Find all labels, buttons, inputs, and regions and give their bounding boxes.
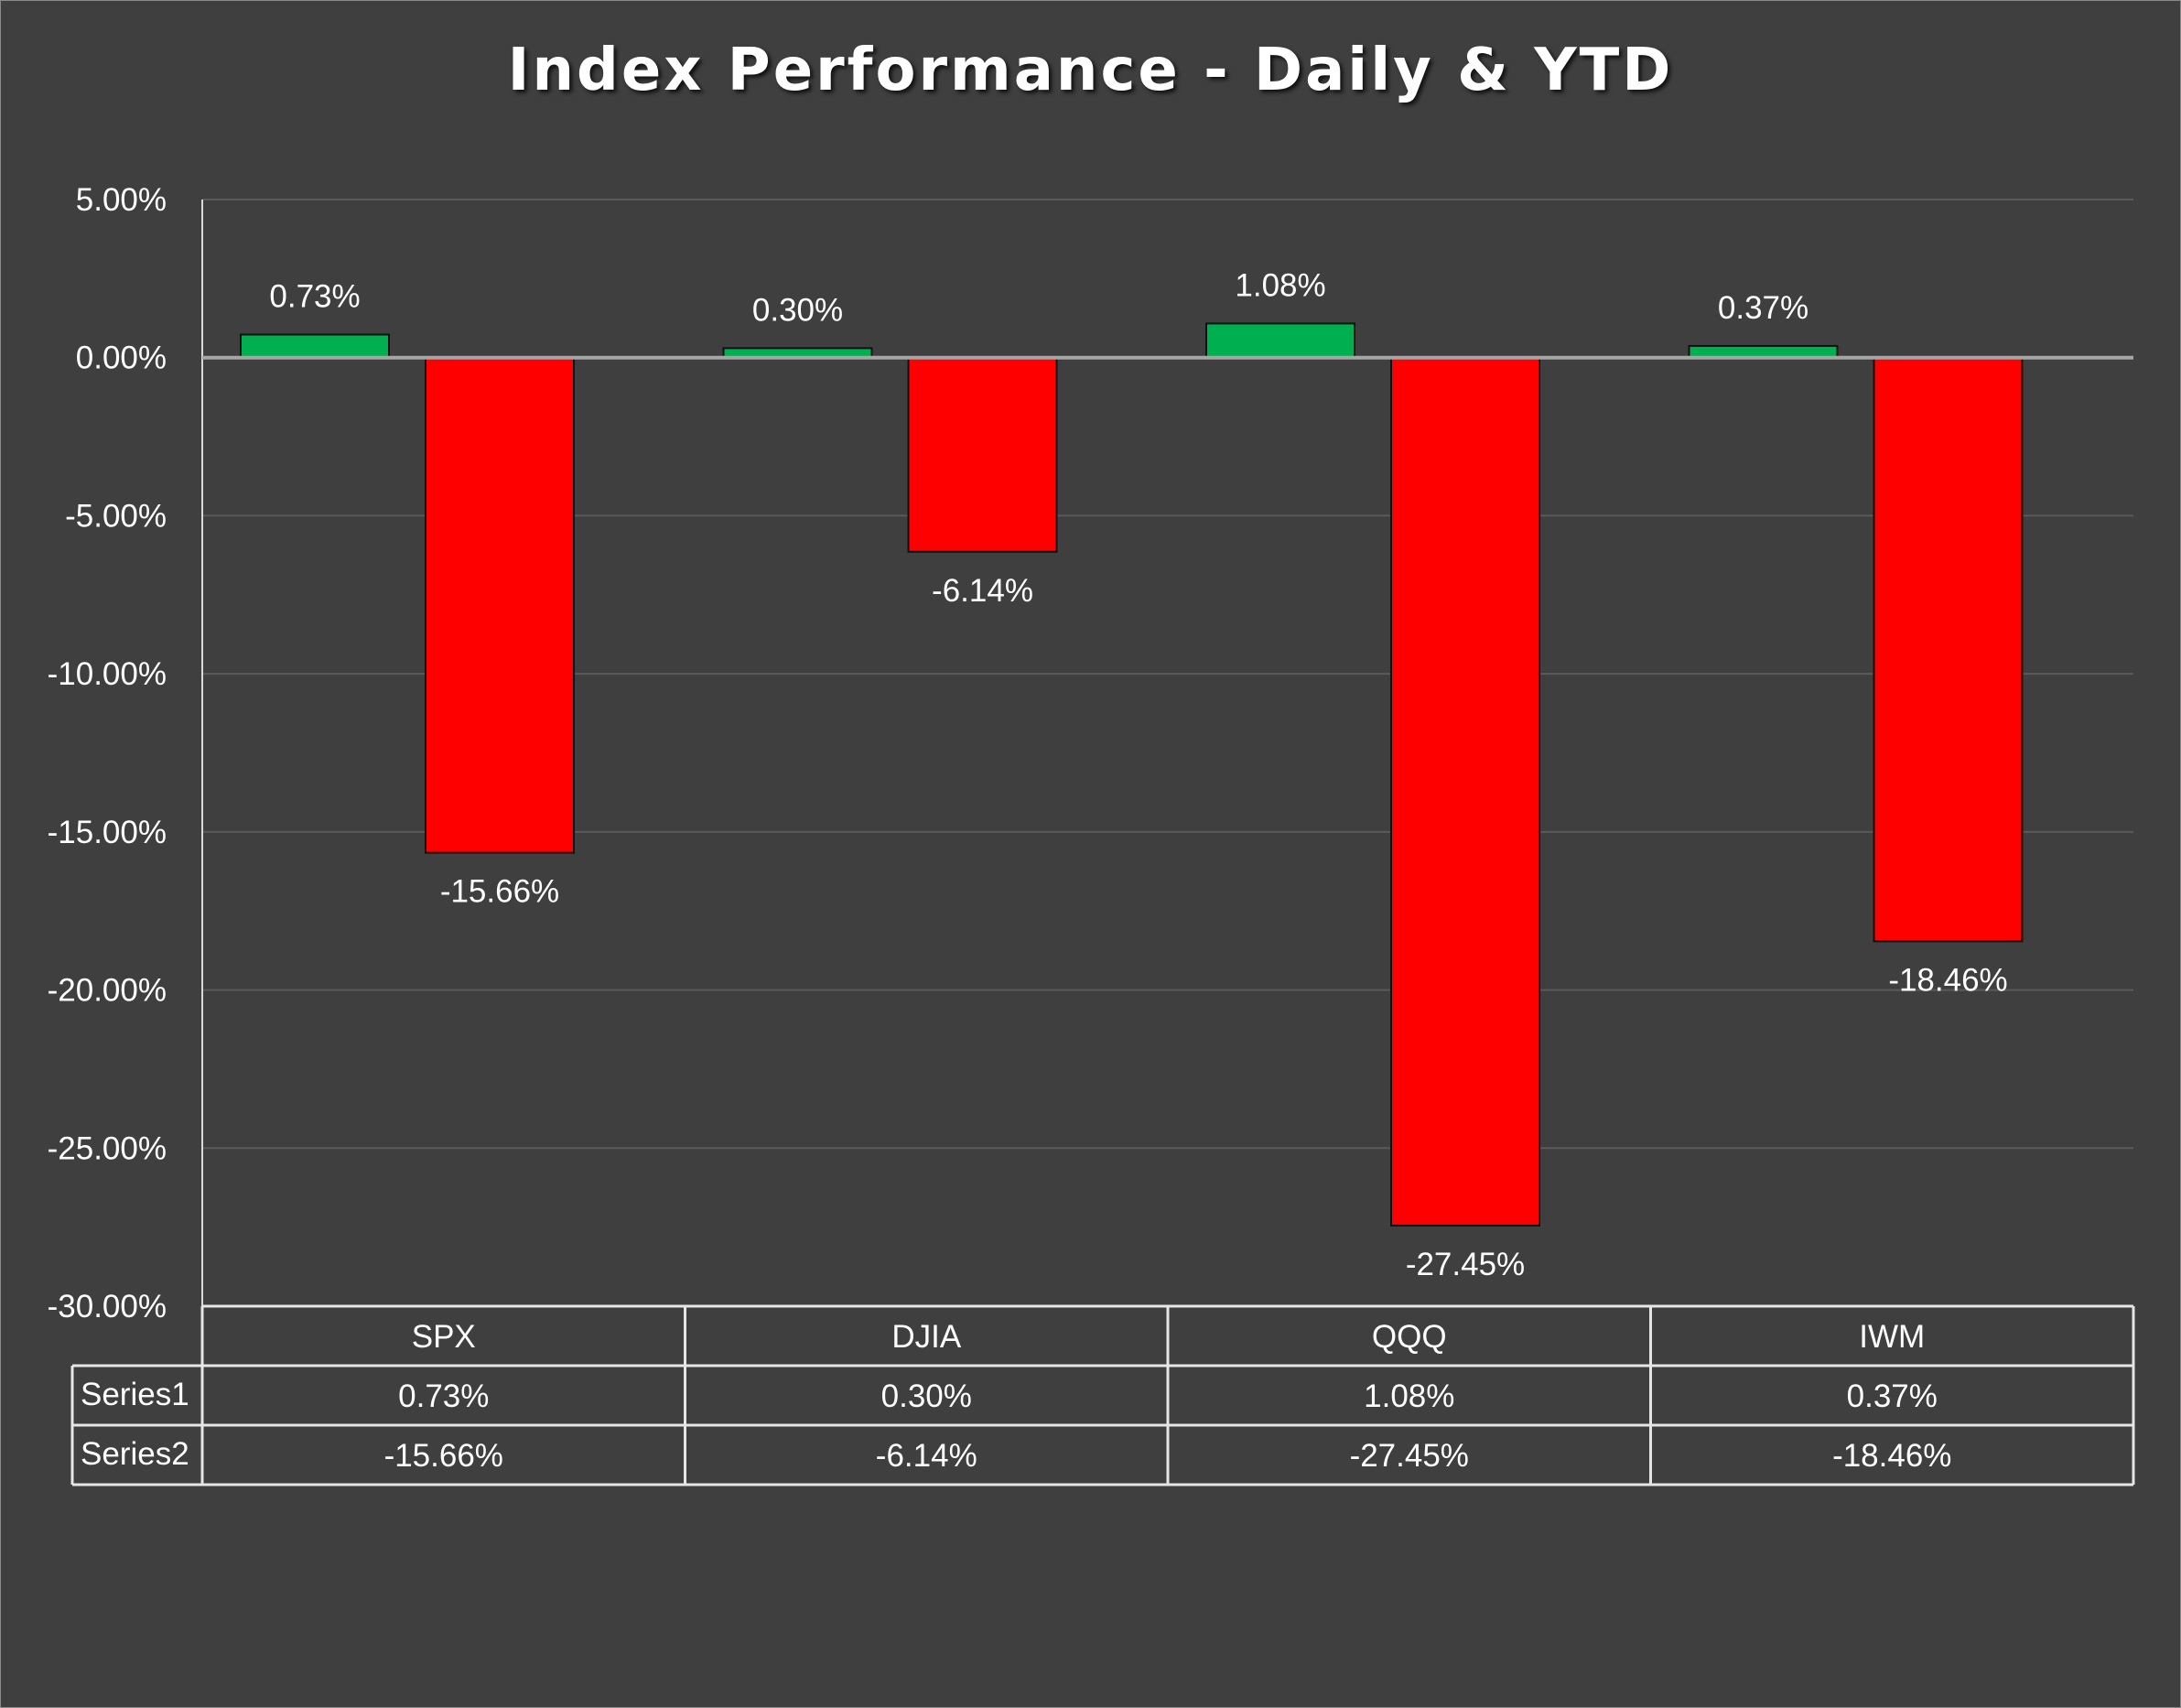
y-tick-label: 0.00% xyxy=(76,341,167,376)
category-label: SPX xyxy=(412,1319,476,1355)
data-label: 0.30% xyxy=(752,292,843,328)
data-label: 0.73% xyxy=(269,278,360,314)
y-tick-label: -10.00% xyxy=(48,656,167,692)
data-label: 0.37% xyxy=(1718,290,1809,326)
data-label: -15.66% xyxy=(440,874,559,910)
table-cell: 0.30% xyxy=(881,1378,972,1414)
category-label: QQQ xyxy=(1372,1319,1447,1355)
y-tick-label: -25.00% xyxy=(48,1130,167,1166)
bar-djia-series2 xyxy=(907,356,1058,553)
table-cell: -18.46% xyxy=(1832,1438,1951,1474)
data-label: -18.46% xyxy=(1888,962,2007,998)
y-tick-label: -15.00% xyxy=(48,815,167,850)
chart-title: Index Performance - Daily & YTD xyxy=(507,37,1674,104)
y-tick-label: -5.00% xyxy=(65,498,167,534)
bar-qqq-series1 xyxy=(1205,322,1355,359)
data-label: -27.45% xyxy=(1406,1247,1525,1282)
category-label: DJIA xyxy=(891,1319,962,1355)
y-tick-label: -30.00% xyxy=(48,1289,167,1324)
y-tick-label: 5.00% xyxy=(76,182,167,218)
table-cell: -15.66% xyxy=(384,1438,503,1474)
data-label: -6.14% xyxy=(932,573,1033,609)
table-cell: 0.37% xyxy=(1847,1378,1938,1414)
series-name: Series1 xyxy=(81,1377,189,1412)
bar-spx-series2 xyxy=(425,356,575,854)
table-cell: -6.14% xyxy=(876,1438,977,1474)
bar-spx-series1 xyxy=(240,333,390,359)
series-name: Series2 xyxy=(81,1436,189,1472)
data-label: 1.08% xyxy=(1235,267,1325,303)
bar-qqq-series2 xyxy=(1390,356,1540,1227)
bar-iwm-series2 xyxy=(1873,356,2024,943)
y-tick-label: -20.00% xyxy=(48,973,167,1009)
category-label: IWM xyxy=(1859,1319,1925,1355)
table-cell: 1.08% xyxy=(1364,1378,1454,1414)
table-cell: -27.45% xyxy=(1350,1438,1469,1474)
table-cell: 0.73% xyxy=(398,1378,489,1414)
